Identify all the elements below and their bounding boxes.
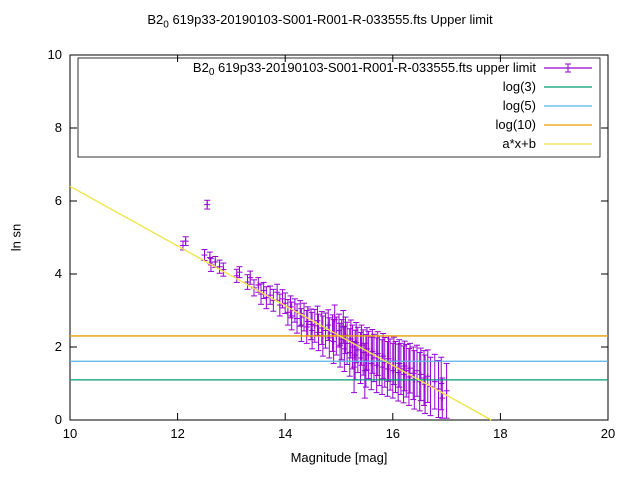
plot-border <box>69 54 609 421</box>
x-tick-label: 16 <box>386 426 400 441</box>
legend-label: log(10) <box>496 117 536 132</box>
x-tick-label: 14 <box>278 426 292 441</box>
legend-label: B20 619p33-20190103-S001-R001-R-033555.f… <box>193 60 536 78</box>
x-axis-label: Magnitude [mag] <box>290 450 388 465</box>
legend: B20 619p33-20190103-S001-R001-R-033555.f… <box>77 57 601 158</box>
chart-title-prefix: B2 <box>147 12 164 27</box>
y-tick-label: 0 <box>55 412 62 427</box>
axis-tick-labels: 10 12 14 16 18 20 0 2 4 6 8 10 <box>48 47 616 441</box>
x-tick-label: 12 <box>170 426 184 441</box>
chart-title: B20 619p33-20190103-S001-R001-R-033555.f… <box>0 12 640 31</box>
data-series-points <box>179 199 450 419</box>
y-tick-label: 8 <box>55 120 62 135</box>
legend-box <box>77 57 601 158</box>
y-tick-label: 4 <box>55 266 62 281</box>
x-tick-label: 10 <box>63 426 77 441</box>
chart-title-rest: 619p33-20190103-S001-R001-R-033555.fts U… <box>168 12 493 27</box>
y-tick-label: 6 <box>55 193 62 208</box>
legend-label: log(5) <box>503 98 536 113</box>
legend-label: log(3) <box>503 79 536 94</box>
axis-ticks <box>69 54 609 421</box>
x-tick-label: 20 <box>601 426 615 441</box>
legend-label: a*x+b <box>502 136 536 151</box>
x-tick-label: 18 <box>493 426 507 441</box>
y-tick-label: 2 <box>55 339 62 354</box>
fit-line <box>69 185 492 421</box>
chart-title-subscript: 0 <box>163 19 169 31</box>
y-tick-label: 10 <box>48 47 62 62</box>
legend-sample-marker <box>564 63 572 73</box>
